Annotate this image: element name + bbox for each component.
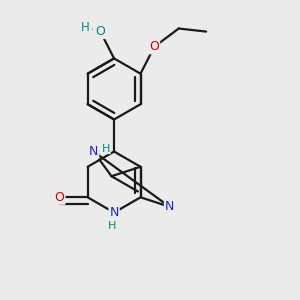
Text: ·: · [91, 25, 94, 35]
Text: H: H [108, 221, 116, 231]
Text: O: O [55, 191, 64, 204]
Text: N: N [110, 206, 119, 219]
Text: N: N [89, 145, 98, 158]
Text: O: O [95, 25, 105, 38]
Text: N: N [165, 200, 174, 213]
Text: O: O [149, 40, 159, 53]
Text: H: H [81, 21, 90, 34]
Text: H: H [102, 144, 110, 154]
